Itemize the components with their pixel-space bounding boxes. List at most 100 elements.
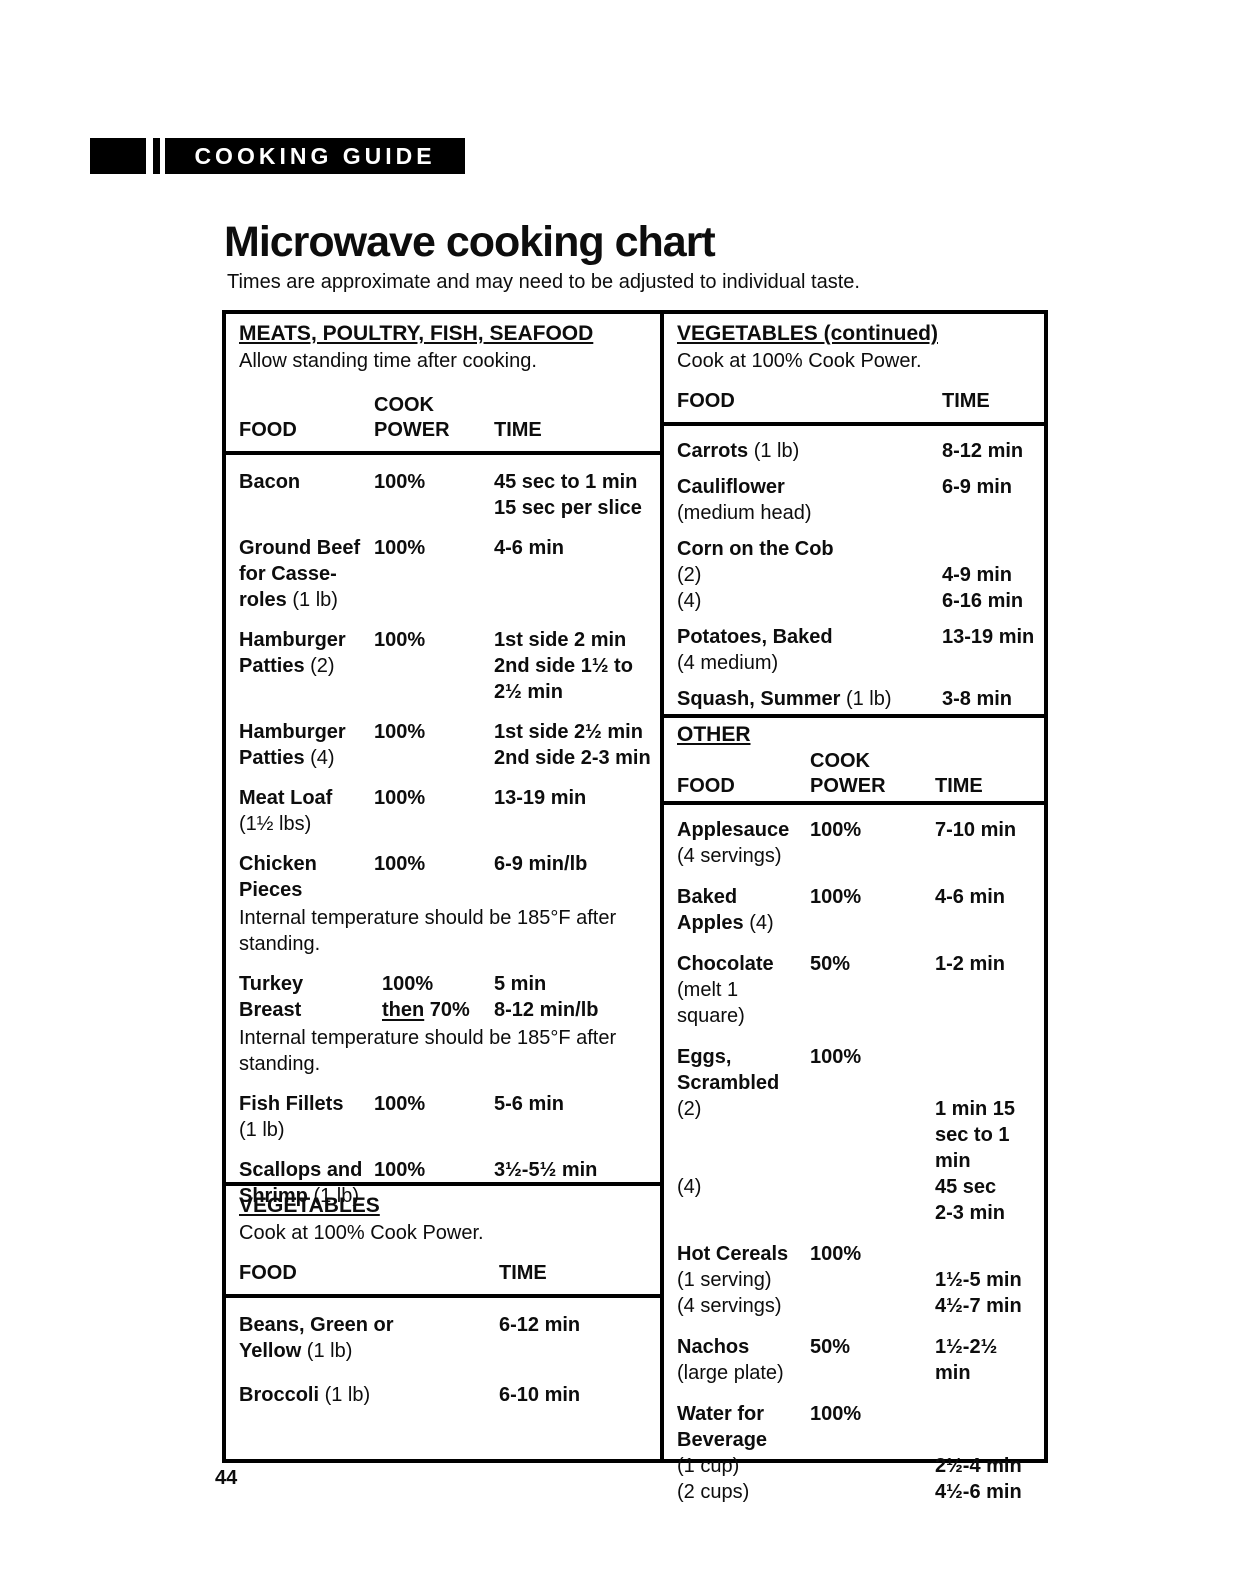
section-title-other: OTHER — [677, 723, 751, 746]
food-cell: Corn on the Cob (2) (4) — [677, 538, 834, 612]
cook-power-cell: 100% — [374, 853, 426, 875]
page-title: Microwave cooking chart — [224, 218, 716, 266]
banner-black-bar — [153, 138, 160, 174]
column-header-food: FOOD — [239, 419, 297, 441]
cook-power-cell: 50% — [810, 953, 851, 975]
column-headers-meats: FOOD COOK POWER TIME — [239, 393, 652, 443]
food-cell: Beans, Green or Yellow (1 lb) — [239, 1314, 394, 1362]
time-cell: 5-6 min — [494, 1093, 565, 1115]
time-cell: 4-6 min — [494, 537, 565, 559]
food-cell: Meat Loaf (1½ lbs) — [239, 787, 333, 835]
table-row-scallops-shrimp: Scallops and Shrimp (1 lb) 100% 3½-5½ mi… — [239, 1157, 654, 1209]
table-row-broccoli: Broccoli (1 lb) 6-10 min — [239, 1382, 654, 1408]
time-cell: 1st side 2½ min 2nd side 2-3 min — [494, 721, 651, 769]
table-row-nachos: Nachos (large plate) 50% 1½-2½ min — [677, 1334, 1038, 1386]
column-header-cook-power: COOK POWER — [810, 750, 886, 797]
time-cell: 1½-2½ min — [935, 1336, 998, 1384]
time-cell: 6-12 min — [499, 1314, 581, 1336]
time-cell: 6-10 min — [499, 1384, 581, 1406]
food-cell: Scallops and Shrimp (1 lb) — [239, 1159, 363, 1207]
banner-black-square — [90, 138, 146, 174]
time-cell: 45 sec to 1 min 15 sec per slice — [494, 471, 642, 519]
banner-label: COOKING GUIDE — [165, 138, 465, 174]
column-header-time: TIME — [935, 775, 983, 797]
time-cell: 1-2 min — [935, 953, 1006, 975]
food-cell: Applesauce (4 servings) — [677, 819, 790, 867]
food-cell: Baked Apples (4) — [677, 886, 774, 934]
microwave-cooking-chart-table: MEATS, POULTRY, FISH, SEAFOOD Allow stan… — [222, 310, 1048, 1503]
time-cell: 7-10 min — [935, 819, 1017, 841]
table-row-hot-cereals: Hot Cereals (1 serving) (4 servings) 100… — [677, 1241, 1038, 1319]
row-note-chicken: Internal temperature should be 185°F aft… — [239, 907, 617, 955]
section-vegetables-cont-rows: Carrots (1 lb) 8-12 min Cauliflower (med… — [664, 426, 1044, 714]
column-header-food: FOOD — [677, 775, 735, 797]
section-vegetables-rows: Beans, Green or Yellow (1 lb) 6-12 min B… — [226, 1298, 660, 1459]
section-note-vegetables: Cook at 100% Cook Power. — [239, 1222, 484, 1244]
column-headers-vegetables: FOOD TIME — [239, 1261, 652, 1286]
time-cell: 1½-5 min 4½-7 min — [935, 1269, 1022, 1317]
section-vegetables-cont-header: VEGETABLES (continued) Cook at 100% Cook… — [664, 314, 1044, 426]
food-cell: Chicken Pieces — [239, 853, 317, 901]
section-title-vegetables: VEGETABLES — [239, 1194, 380, 1217]
section-title-vegetables-cont: VEGETABLES (continued) — [677, 322, 938, 345]
time-cell: 13-19 min — [494, 787, 587, 809]
table-row-baked-apples: Baked Apples (4) 100% 4-6 min — [677, 884, 1038, 936]
cook-power-cell: 100% then 70% — [382, 973, 470, 1021]
table-row-cauliflower: Cauliflower (medium head) 6-9 min — [677, 474, 1038, 526]
column-headers-vegetables-cont: FOOD TIME — [677, 389, 1036, 414]
cook-power-cell: 50% — [810, 1336, 851, 1358]
time-cell: 1 min 15 sec to 1 min 45 sec 2-3 min — [935, 1098, 1016, 1224]
chart-right-column: VEGETABLES (continued) Cook at 100% Cook… — [664, 314, 1044, 1503]
cook-power-cell: 100% — [810, 1403, 862, 1425]
cook-power-cell: 100% — [374, 471, 426, 493]
chart-left-column: MEATS, POULTRY, FISH, SEAFOOD Allow stan… — [226, 314, 664, 1459]
food-cell: Broccoli (1 lb) — [239, 1384, 371, 1406]
cook-power-cell: 100% — [810, 819, 862, 841]
table-row-beans: Beans, Green or Yellow (1 lb) 6-12 min — [239, 1312, 654, 1364]
table-row-hamburger-patties-2: Hamburger Patties (2) 100% 1st side 2 mi… — [239, 627, 654, 705]
table-row-eggs-scrambled: Eggs, Scrambled (2) (4) 100% 1 min 15 se… — [677, 1044, 1038, 1226]
table-row-fish-fillets: Fish Fillets (1 lb) 100% 5-6 min — [239, 1091, 654, 1143]
food-cell: Nachos (large plate) — [677, 1336, 784, 1384]
food-cell: Carrots (1 lb) — [677, 440, 800, 462]
cook-power-cell: 100% — [374, 629, 426, 651]
section-meats-header: MEATS, POULTRY, FISH, SEAFOOD Allow stan… — [226, 314, 660, 455]
food-cell: Cauliflower (medium head) — [677, 476, 812, 524]
table-row-corn-on-cob: Corn on the Cob (2) (4) 4-9 min 6-16 min — [677, 536, 1038, 614]
time-cell: 1st side 2 min 2nd side 1½ to 2½ min — [494, 629, 633, 703]
time-cell: 6-9 min — [942, 476, 1013, 498]
food-cell: Hamburger Patties (2) — [239, 629, 346, 677]
row-note-turkey: Internal temperature should be 185°F aft… — [239, 1027, 617, 1075]
time-cell: 5 min 8-12 min/lb — [494, 973, 599, 1021]
food-cell: Potatoes, Baked (4 medium) — [677, 626, 833, 674]
section-meats-rows: Bacon 100% 45 sec to 1 min 15 sec per sl… — [226, 455, 660, 1207]
food-cell: Fish Fillets (1 lb) — [239, 1093, 344, 1141]
section-other-rows: Applesauce (4 servings) 100% 7-10 min Ba… — [664, 805, 1044, 1520]
table-row-applesauce: Applesauce (4 servings) 100% 7-10 min — [677, 817, 1038, 869]
cook-power-cell: 100% — [374, 721, 426, 743]
page-number: 44 — [215, 1467, 238, 1489]
food-cell: Water for Beverage (1 cup) (2 cups) — [677, 1403, 768, 1503]
food-cell: Eggs, Scrambled (2) (4) — [677, 1046, 780, 1198]
section-other-header: OTHER FOOD COOK POWER TIME — [664, 714, 1044, 805]
cook-power-cell: 100% — [810, 1243, 862, 1265]
time-cell: 8-12 min — [942, 440, 1024, 462]
column-header-cook-power: COOK POWER — [374, 394, 450, 441]
table-row-carrots: Carrots (1 lb) 8-12 min — [677, 438, 1038, 464]
section-title-meats: MEATS, POULTRY, FISH, SEAFOOD — [239, 322, 594, 345]
section-note-meats: Allow standing time after cooking. — [239, 350, 537, 372]
food-cell: Hot Cereals (1 serving) (4 servings) — [677, 1243, 789, 1317]
column-header-time: TIME — [494, 419, 542, 441]
table-row-meat-loaf: Meat Loaf (1½ lbs) 100% 13-19 min — [239, 785, 654, 837]
column-header-food: FOOD — [239, 1262, 297, 1284]
time-cell: 6-9 min/lb — [494, 853, 588, 875]
column-header-time: TIME — [499, 1262, 547, 1284]
food-cell: Turkey Breast — [239, 973, 304, 1021]
cook-power-cell: 100% — [374, 1093, 426, 1115]
column-header-food: FOOD — [677, 390, 735, 412]
food-cell: Bacon — [239, 471, 301, 493]
table-row-hamburger-patties-4: Hamburger Patties (4) 100% 1st side 2½ m… — [239, 719, 654, 771]
table-row-chocolate: Chocolate (melt 1 square) 50% 1-2 min — [677, 951, 1038, 1029]
table-row-ground-beef: Ground Beef for Casse- roles (1 lb) 100%… — [239, 535, 654, 613]
